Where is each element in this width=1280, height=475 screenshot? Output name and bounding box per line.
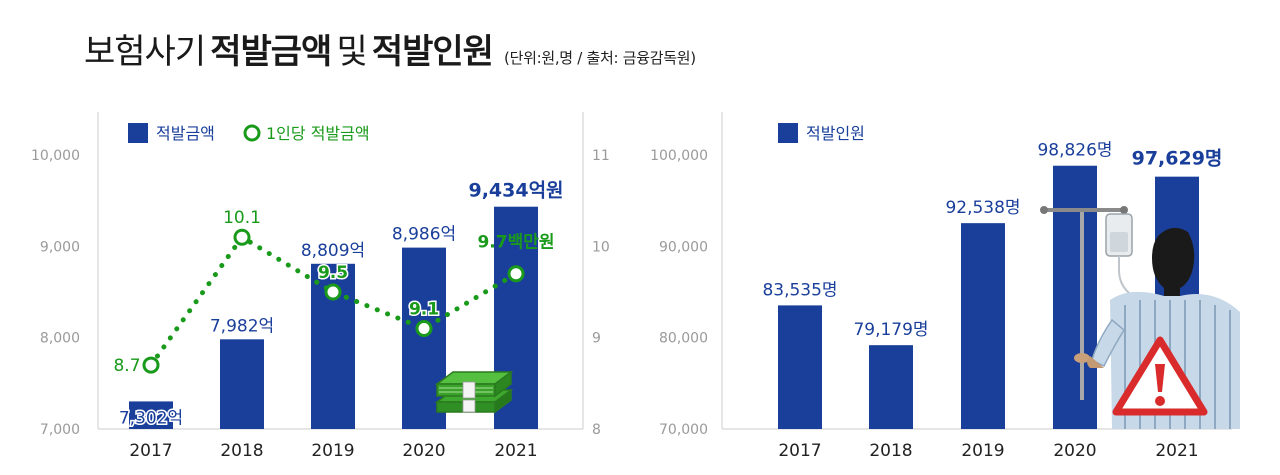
left-y-tick: 10,000 (31, 148, 80, 164)
left-x-tick: 2017 (129, 441, 172, 461)
left-x-tick: 2020 (402, 441, 445, 461)
people-bar-label: 97,629명 (1132, 148, 1223, 170)
amount-bar (402, 247, 446, 429)
legend-people-label: 적발인원 (806, 124, 865, 143)
people-x-tick: 2020 (1053, 441, 1096, 461)
people-x-tick: 2021 (1155, 441, 1198, 461)
per-capita-point (507, 265, 525, 283)
people-y-tick: 100,000 (650, 148, 708, 164)
per-capita-label: 9.7백만원 (477, 233, 554, 253)
legend-bar-label: 적발금액 (156, 124, 215, 143)
per-capita-point (142, 356, 160, 374)
per-capita-point (324, 283, 342, 301)
people-y-tick: 80,000 (659, 331, 708, 347)
people-y-tick: 70,000 (659, 422, 708, 438)
people-bar-label: 83,535명 (762, 280, 837, 300)
amount-bar-label: 7,982억 (210, 316, 274, 336)
people-bar (1053, 165, 1097, 429)
chart-title: 보험사기 적발금액 및 적발인원 (단위:원,명 / 출처: 금융감독원) (84, 24, 696, 73)
legend-line-marker (243, 124, 261, 142)
right-y-tick: 11 (592, 148, 610, 164)
title-part1: 보험사기 (84, 32, 206, 72)
left-y-tick: 7,000 (40, 422, 80, 438)
per-capita-label: 9.1 (409, 300, 439, 320)
amount-bar-label: 8,986억 (392, 225, 456, 245)
amount-bar-label: 9,434억원 (468, 180, 563, 202)
people-bar (961, 223, 1005, 429)
legend-line-label: 1인당 적발금액 (266, 124, 370, 143)
right-y-tick: 10 (592, 239, 610, 255)
title-part3: 및 (336, 32, 367, 72)
per-capita-label: 10.1 (223, 208, 261, 228)
per-capita-point (415, 320, 433, 338)
left-chart: 7,000 8,000 9,000 10,000 8 9 10 11 2017 2018 201… (31, 112, 610, 461)
right-y-tick: 8 (592, 422, 601, 438)
amount-bar (220, 339, 264, 429)
left-x-tick: 2019 (311, 441, 354, 461)
left-x-tick: 2018 (220, 441, 263, 461)
title-part4: 적발인원 (371, 32, 494, 72)
per-capita-point (233, 228, 251, 246)
left-x-tick: 2021 (494, 441, 537, 461)
per-capita-label: 9.5 (318, 263, 348, 283)
title-part2: 적발금액 (210, 32, 332, 72)
people-x-tick: 2019 (961, 441, 1004, 461)
amount-bar (129, 401, 173, 429)
per-capita-label: 8.7 (113, 356, 140, 376)
people-x-tick: 2018 (869, 441, 912, 461)
people-bar-label: 79,179명 (853, 320, 928, 340)
left-y-tick: 8,000 (40, 331, 80, 347)
amount-bar-label: 8,809억 (301, 241, 365, 261)
people-bar (869, 345, 913, 429)
money-stack-icon (434, 370, 514, 414)
right-chart: 70,000 80,000 90,000 100,000 2017 2018 2019 20… (650, 112, 1240, 461)
unit-note: (단위:원,명 / 출처: 금융감독원) (504, 49, 696, 67)
people-bar-label: 98,826명 (1037, 141, 1112, 161)
people-y-tick: 90,000 (659, 239, 708, 255)
legend-people-swatch (778, 123, 798, 143)
right-y-tick: 9 (592, 331, 601, 347)
warning-triangle-icon (1112, 336, 1208, 416)
legend-bar-swatch (128, 123, 148, 143)
people-x-tick: 2017 (778, 441, 821, 461)
people-bar-label: 92,538명 (945, 198, 1020, 218)
left-y-tick: 9,000 (40, 239, 80, 255)
amount-bar-label: 7,302억 (119, 408, 183, 428)
people-bar (778, 305, 822, 429)
